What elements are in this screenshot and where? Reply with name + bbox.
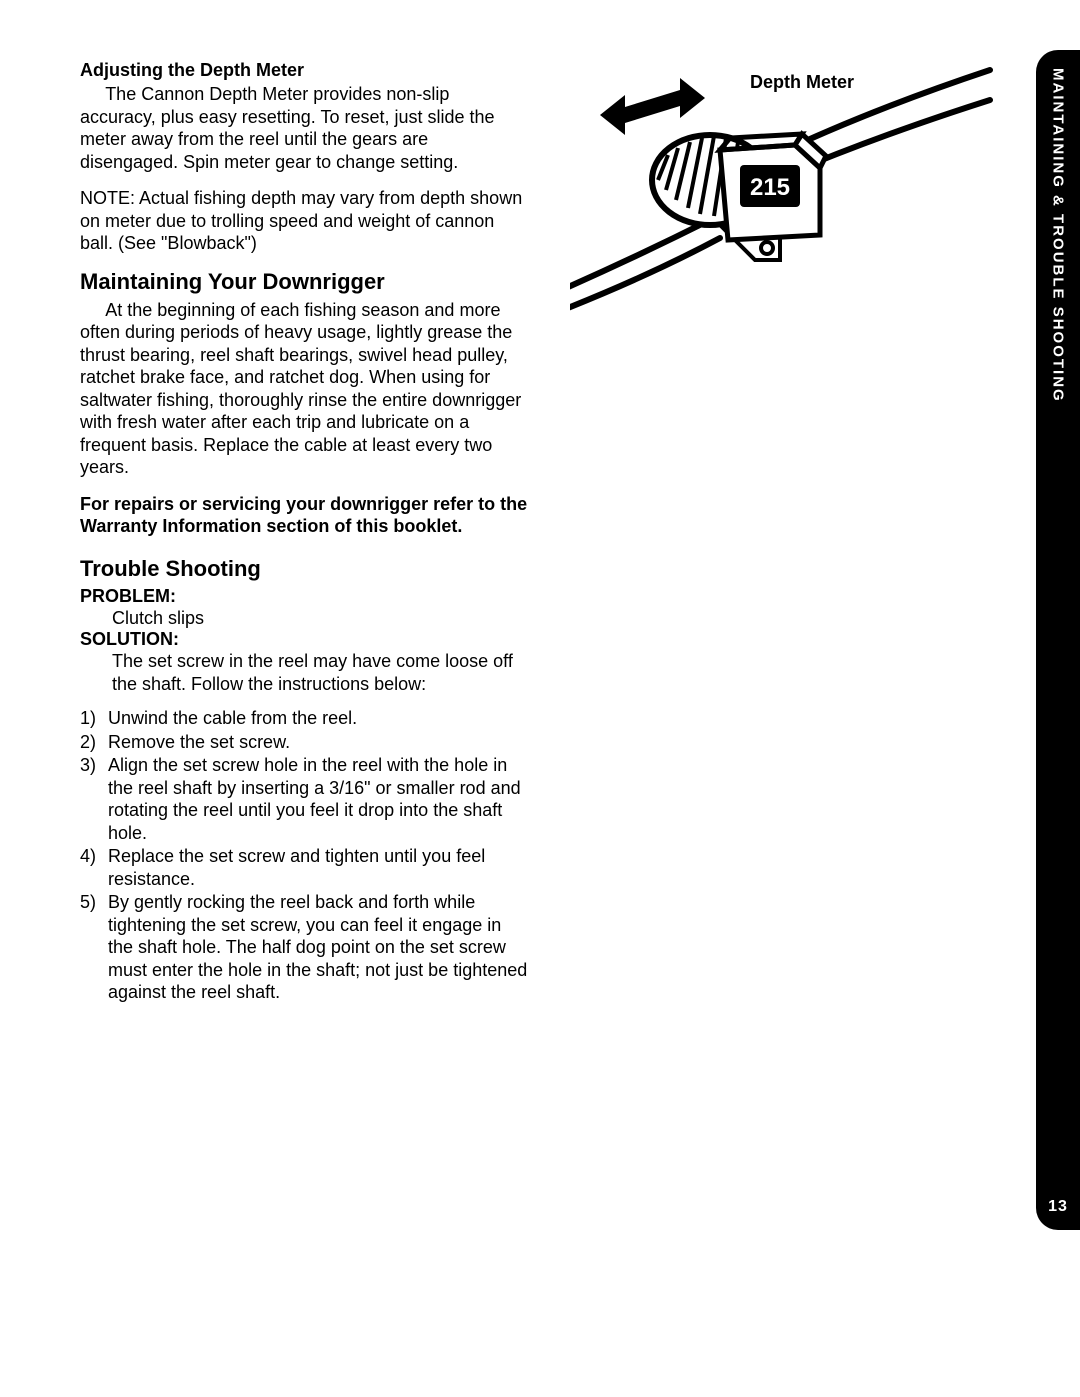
adjusting-paragraph: The Cannon Depth Meter provides non-slip… bbox=[80, 83, 530, 173]
list-item: 1)Unwind the cable from the reel. bbox=[80, 707, 530, 730]
problem-text: Clutch slips bbox=[80, 607, 530, 630]
problem-label: PROBLEM: bbox=[80, 586, 530, 607]
side-tab-label: MAINTAINING & TROUBLE SHOOTING bbox=[1036, 68, 1080, 488]
left-column: Adjusting the Depth Meter The Cannon Dep… bbox=[80, 60, 530, 1005]
list-item: 2)Remove the set screw. bbox=[80, 731, 530, 754]
steps-list: 1)Unwind the cable from the reel. 2)Remo… bbox=[80, 707, 530, 1004]
depth-meter-illustration: 215 bbox=[570, 60, 1000, 320]
solution-text: The set screw in the reel may have come … bbox=[80, 650, 530, 695]
list-item: 4)Replace the set screw and tighten unti… bbox=[80, 845, 530, 890]
solution-label: SOLUTION: bbox=[80, 629, 530, 650]
list-item: 5)By gently rocking the reel back and fo… bbox=[80, 891, 530, 1004]
list-item: 3)Align the set screw hole in the reel w… bbox=[80, 754, 530, 844]
repair-note: For repairs or servicing your downrigger… bbox=[80, 493, 530, 538]
maintaining-heading: Maintaining Your Downrigger bbox=[80, 269, 530, 295]
problem-block: PROBLEM: Clutch slips SOLUTION: The set … bbox=[80, 586, 530, 696]
side-tab: MAINTAINING & TROUBLE SHOOTING 13 bbox=[1036, 50, 1080, 1230]
svg-text:215: 215 bbox=[750, 174, 790, 201]
page-number: 13 bbox=[1036, 1198, 1080, 1216]
adjusting-heading: Adjusting the Depth Meter bbox=[80, 60, 530, 81]
note-paragraph: NOTE: Actual fishing depth may vary from… bbox=[80, 187, 530, 255]
maintaining-paragraph: At the beginning of each fishing season … bbox=[80, 299, 530, 479]
troubleshooting-heading: Trouble Shooting bbox=[80, 556, 530, 582]
page-content: Adjusting the Depth Meter The Cannon Dep… bbox=[80, 60, 1000, 1005]
